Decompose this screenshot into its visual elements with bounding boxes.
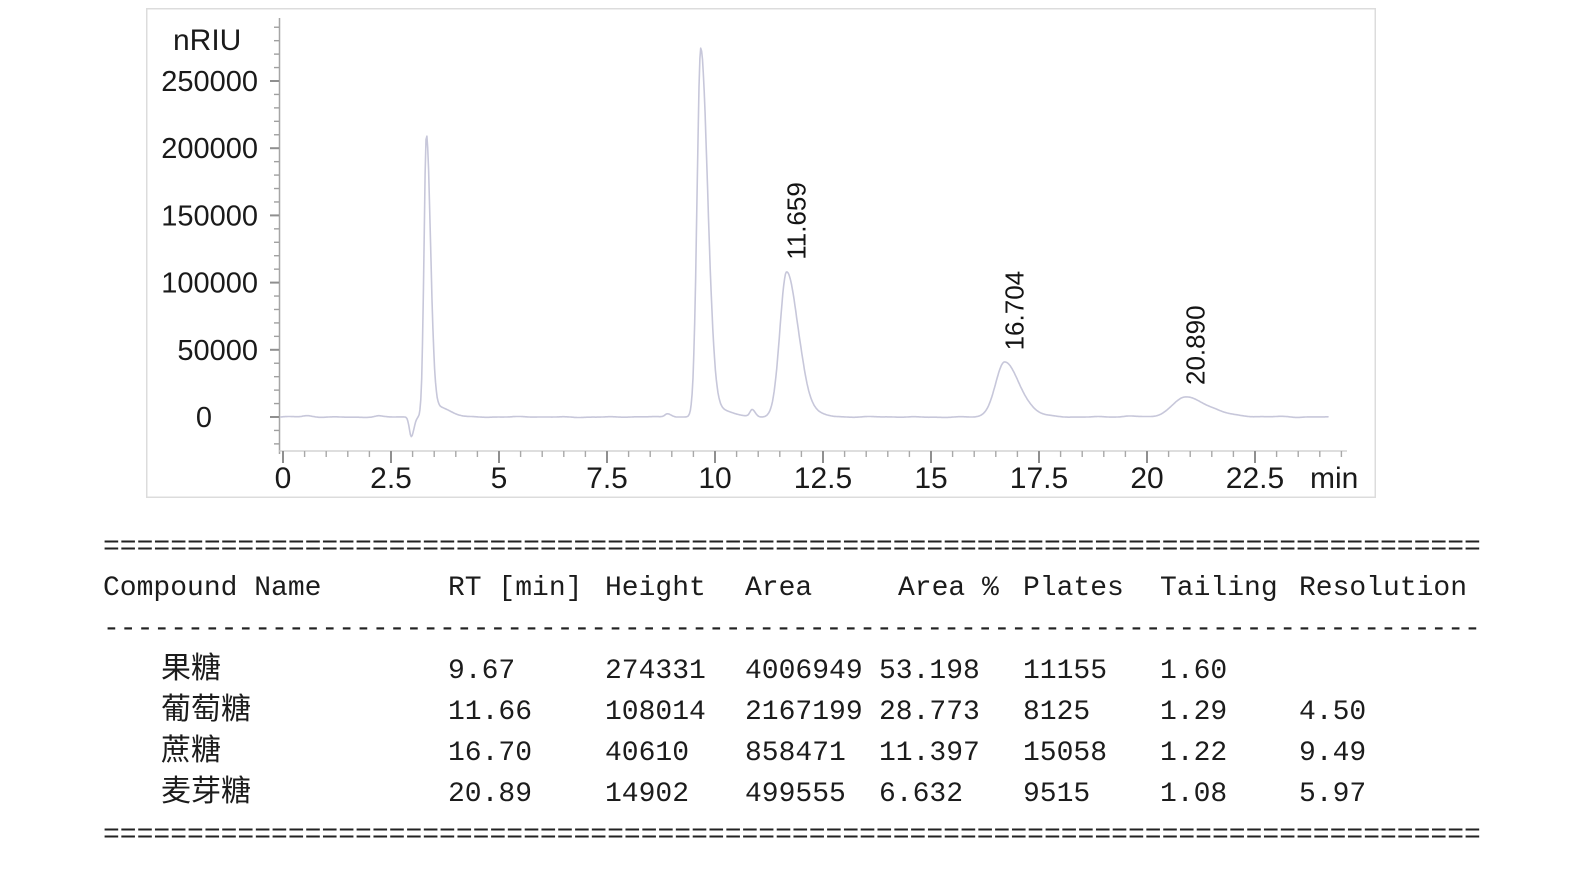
cell-rt: 9.67 <box>448 655 516 687</box>
peak-rt-label: 11.659 <box>782 182 812 260</box>
table-header-row: Compound Name RT [min] Height Area Area % Pla… <box>103 568 1485 609</box>
column-header-tailing: Tailing <box>1160 573 1278 605</box>
cell-rt: 16.70 <box>448 738 533 770</box>
column-header-area_pct: Area % <box>898 573 999 605</box>
cell-tailing: 1.60 <box>1160 655 1228 687</box>
chromatogram-svg: 0 50000 100000 150000 200000 250000 nRIU 0 2.5 5 7… <box>146 8 1376 498</box>
cell-area: 2167199 <box>745 696 863 728</box>
y-tick-label: 150000 <box>161 200 258 232</box>
cell-area_pct: 53.198 <box>879 655 980 687</box>
column-header-plates: Plates <box>1023 573 1124 605</box>
cell-height: 108014 <box>605 696 706 728</box>
table-separator: ========================================… <box>103 820 1481 852</box>
column-header-area: Area <box>745 573 813 605</box>
cell-name: 葡萄糖 <box>161 694 251 729</box>
table-row: 蔗糖 16.70 40610 858471 11.397 15058 1.22 9.49 <box>103 733 1485 774</box>
cell-height: 14902 <box>605 779 690 811</box>
table-separator: ========================================… <box>103 532 1481 563</box>
cell-plates: 15058 <box>1023 738 1108 770</box>
cell-area_pct: 6.632 <box>879 779 964 811</box>
x-tick-label: 22.5 <box>1226 462 1284 495</box>
y-axis-title: nRIU <box>173 24 241 57</box>
y-tick-label: 200000 <box>161 133 258 165</box>
cell-tailing: 1.08 <box>1160 779 1228 811</box>
x-tick-label: 20 <box>1130 462 1163 495</box>
column-header-resolution: Resolution <box>1299 573 1468 605</box>
cell-plates: 8125 <box>1023 696 1091 728</box>
cell-rt: 11.66 <box>448 696 533 728</box>
chromatogram-trace <box>280 47 1329 438</box>
cell-resolution <box>1299 651 1485 692</box>
cell-name: 果糖 <box>161 653 221 688</box>
cell-area: 4006949 <box>745 655 863 687</box>
cell-area: 858471 <box>745 738 846 770</box>
x-tick-label: 2.5 <box>370 462 412 495</box>
x-tick-label: 17.5 <box>1010 462 1068 495</box>
x-tick-label: 0 <box>275 462 292 495</box>
cell-resolution: 5.97 <box>1299 779 1367 811</box>
cell-resolution: 9.49 <box>1299 738 1367 770</box>
y-tick-label: 100000 <box>161 268 258 300</box>
cell-plates: 9515 <box>1023 779 1091 811</box>
x-tick-label: 7.5 <box>586 462 628 495</box>
peak-results-table: ========================================… <box>103 527 1485 857</box>
cell-height: 274331 <box>605 655 706 687</box>
cell-tailing: 1.22 <box>1160 738 1228 770</box>
cell-resolution: 4.50 <box>1299 696 1367 728</box>
x-tick-label: 5 <box>491 462 508 495</box>
x-axis-unit: min <box>1310 462 1358 495</box>
cell-area_pct: 28.773 <box>879 696 980 728</box>
table-separator: ----------------------------------------… <box>103 614 1481 646</box>
y-tick-label: 50000 <box>177 335 258 367</box>
peak-rt-label: 16.704 <box>1000 271 1030 351</box>
x-tick-label: 10 <box>698 462 731 495</box>
plot-frame <box>146 8 1376 498</box>
x-tick-label: 15 <box>914 462 947 495</box>
column-header-rt: RT [min] <box>448 573 583 605</box>
cell-name: 蔗糖 <box>161 736 221 771</box>
cell-area_pct: 11.397 <box>879 738 980 770</box>
cell-tailing: 1.29 <box>1160 696 1228 728</box>
cell-area: 499555 <box>745 779 846 811</box>
y-tick-label: 0 <box>196 402 212 434</box>
table-row: 麦芽糖 20.89 14902 499555 6.632 9515 1.08 5.97 <box>103 774 1485 815</box>
table-row: 果糖 9.67 274331 4006949 53.198 11155 1.60 <box>103 651 1485 692</box>
cell-name: 麦芽糖 <box>161 777 251 812</box>
chromatogram-plot: 0 50000 100000 150000 200000 250000 nRIU 0 2.5 5 7… <box>146 8 1376 498</box>
y-tick-label: 250000 <box>161 66 258 98</box>
peak-rt-label: 20.890 <box>1180 305 1210 385</box>
table-row: 葡萄糖 11.66 108014 2167199 28.773 8125 1.29 4.50 <box>103 692 1485 733</box>
column-header-name: Compound Name <box>103 573 322 605</box>
cell-rt: 20.89 <box>448 779 533 811</box>
cell-height: 40610 <box>605 738 690 770</box>
column-header-height: Height <box>605 573 706 605</box>
x-tick-label: 12.5 <box>794 462 852 495</box>
cell-plates: 11155 <box>1023 655 1108 687</box>
